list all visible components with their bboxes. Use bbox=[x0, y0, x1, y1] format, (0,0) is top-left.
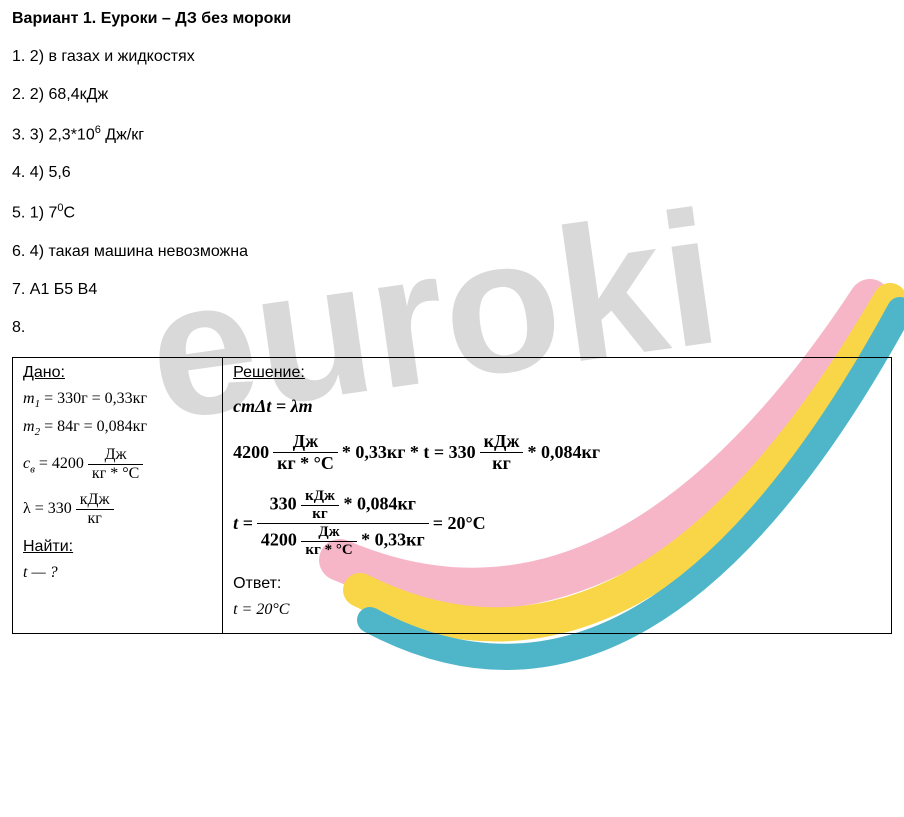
answer-3-suffix: Дж/кг bbox=[101, 126, 144, 143]
c-num: Дж bbox=[88, 446, 143, 465]
eq1-b: * 0,33кг * t = 330 bbox=[342, 442, 476, 463]
answer-5: 5. 1) 70С bbox=[12, 202, 892, 222]
answer-6: 6. 4) такая машина невозможна bbox=[12, 243, 892, 261]
answer-5-suffix: С bbox=[63, 205, 75, 222]
answer-text: t = 20°C bbox=[233, 601, 289, 618]
m2-lhs: m bbox=[23, 418, 35, 435]
m1-rhs: = 330г = 0,33кг bbox=[40, 390, 147, 407]
eq1-f1-num: Дж bbox=[273, 431, 338, 453]
eq2-num-a: 330 bbox=[270, 493, 297, 513]
given-m1: m1 = 330г = 0,33кг bbox=[23, 390, 212, 410]
eq1-f1-den: кг * °C bbox=[273, 453, 338, 474]
answer-7: 7. А1 Б5 В4 bbox=[12, 281, 892, 299]
lambda-num: кДж bbox=[76, 491, 114, 510]
m1-lhs: m bbox=[23, 390, 35, 407]
c-eq: = 4200 bbox=[35, 455, 84, 472]
eq2-den-a: 4200 bbox=[261, 529, 297, 549]
answer-8: 8. bbox=[12, 319, 892, 337]
eq2-num-f-den: кг bbox=[301, 506, 339, 523]
answer-1: 1. 2) в газах и жидкостях bbox=[12, 48, 892, 66]
lambda-lhs: λ = 330 bbox=[23, 500, 72, 517]
eq0: cmΔt = λm bbox=[233, 396, 881, 417]
eq1-c: * 0,084кг bbox=[527, 442, 600, 463]
eq0-text: cmΔt = λm bbox=[233, 396, 313, 417]
eq1-f2-den: кг bbox=[480, 453, 524, 474]
answer-2: 2. 2) 68,4кДж bbox=[12, 86, 892, 104]
eq2-lhs: t = bbox=[233, 513, 253, 534]
answer-3: 3. 3) 2,3*106 Дж/кг bbox=[12, 124, 892, 144]
given-m2: m2 = 84г = 0,084кг bbox=[23, 418, 212, 438]
m2-rhs: = 84г = 0,084кг bbox=[40, 418, 147, 435]
eq2-den-f-den: кг * °C bbox=[301, 542, 356, 559]
solution-heading: Решение: bbox=[233, 364, 881, 382]
eq2-den-f-num: Дж bbox=[301, 524, 356, 542]
given-c: cв = 4200 Дж кг * °C bbox=[23, 446, 212, 483]
eq2-den-b: * 0,33кг bbox=[361, 529, 425, 549]
eq2-rhs: = 20°C bbox=[433, 513, 486, 534]
eq1: 4200 Дж кг * °C * 0,33кг * t = 330 кДж к… bbox=[233, 431, 881, 474]
find-heading: Найти: bbox=[23, 538, 212, 556]
page-title: Вариант 1. Еуроки – ДЗ без мороки bbox=[12, 10, 892, 28]
answer-3-prefix: 3. 3) 2,3*10 bbox=[12, 126, 95, 143]
document-content: Вариант 1. Еуроки – ДЗ без мороки 1. 2) … bbox=[0, 0, 904, 644]
solution-table: Дано: m1 = 330г = 0,33кг m2 = 84г = 0,08… bbox=[12, 357, 892, 634]
lambda-den: кг bbox=[76, 510, 114, 528]
c-den: кг * °C bbox=[88, 465, 143, 483]
given-lambda: λ = 330 кДж кг bbox=[23, 491, 212, 528]
eq2-num-b: * 0,084кг bbox=[343, 493, 416, 513]
eq2-num-f-num: кДж bbox=[301, 488, 339, 506]
cell-solution: Решение: cmΔt = λm 4200 Дж кг * °C * 0,3… bbox=[223, 357, 892, 633]
answer-4: 4. 4) 5,6 bbox=[12, 164, 892, 182]
eq1-a: 4200 bbox=[233, 442, 269, 463]
eq2: t = 330 кДж кг * 0,084кг 4200 bbox=[233, 488, 881, 559]
eq1-f2-num: кДж bbox=[480, 431, 524, 453]
cell-given: Дано: m1 = 330г = 0,33кг m2 = 84г = 0,08… bbox=[13, 357, 223, 633]
answer-heading: Ответ: bbox=[233, 575, 881, 593]
find-line: t — ? bbox=[23, 564, 212, 582]
answer-line: t = 20°C bbox=[233, 601, 881, 619]
given-heading: Дано: bbox=[23, 364, 212, 382]
answer-5-prefix: 5. 1) 7 bbox=[12, 205, 57, 222]
